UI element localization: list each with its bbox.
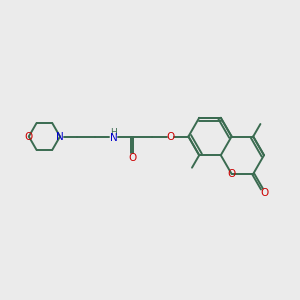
Text: H: H: [110, 128, 117, 137]
Text: O: O: [166, 131, 175, 142]
Text: N: N: [110, 133, 118, 143]
Text: O: O: [25, 131, 33, 142]
Text: N: N: [56, 131, 64, 142]
Text: O: O: [128, 153, 136, 163]
Text: O: O: [227, 169, 236, 179]
Text: O: O: [260, 188, 268, 198]
